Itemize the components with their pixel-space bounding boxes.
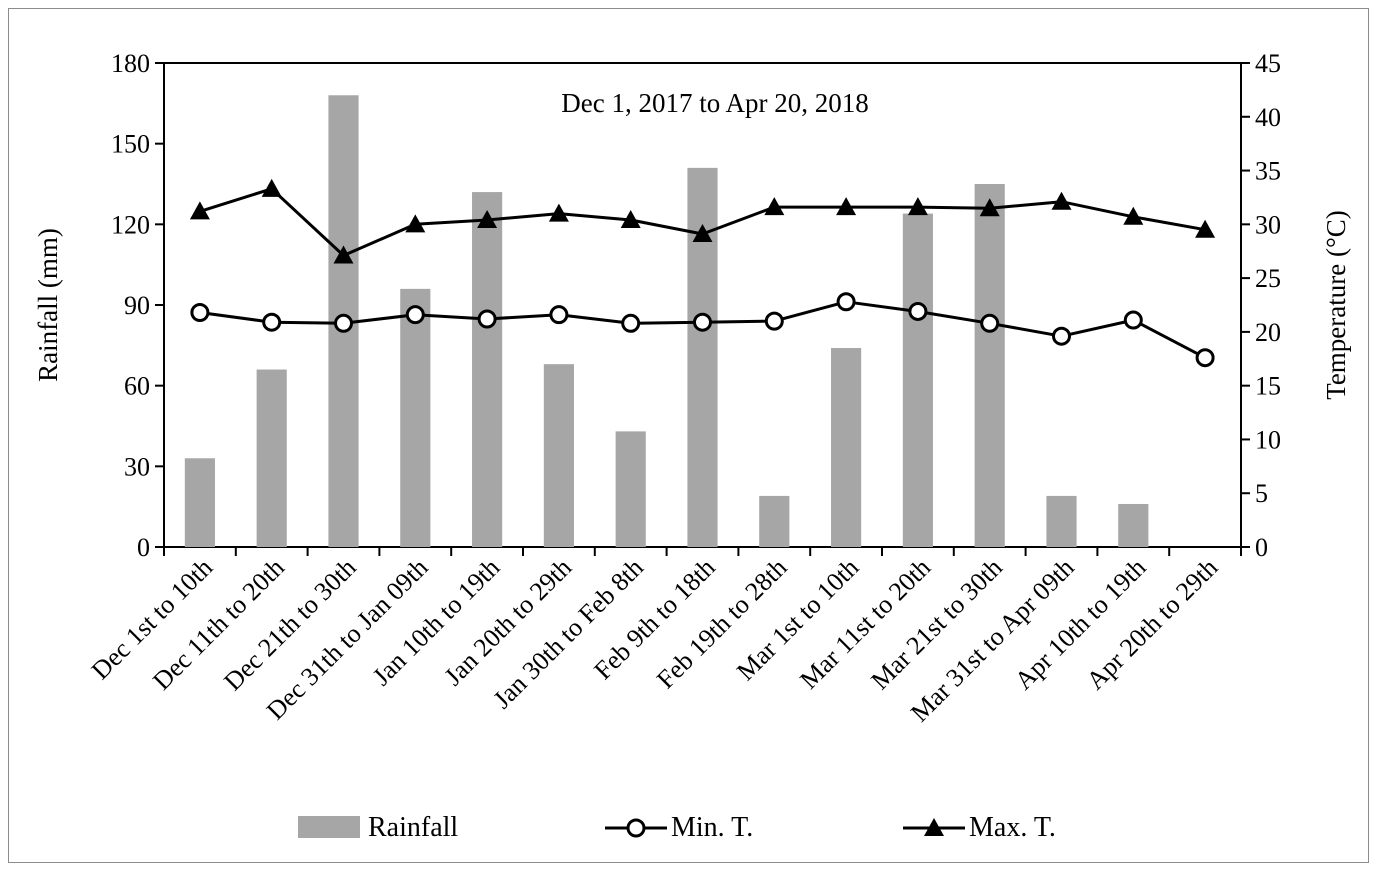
y2-tick-label: 35 xyxy=(1255,157,1281,186)
y2-tick-label: 40 xyxy=(1255,103,1281,132)
max-temp-point xyxy=(764,197,785,216)
rainfall-bar xyxy=(256,369,287,547)
max-temp-point xyxy=(907,197,928,216)
rainfall-bar xyxy=(974,184,1005,547)
y2-tick-label: 15 xyxy=(1255,372,1281,401)
rainfall-bar xyxy=(831,348,862,547)
y2-tick-label: 20 xyxy=(1255,318,1281,347)
max-temp-point xyxy=(620,210,641,229)
max-temp-point xyxy=(979,198,1000,217)
rainfall-bar xyxy=(615,431,646,547)
rainfall-bars xyxy=(184,95,1149,548)
y-axis-title: Rainfall (mm) xyxy=(33,228,63,382)
temperature-lines xyxy=(189,178,1216,368)
y2-axis-title: Temperature (°C) xyxy=(1321,210,1351,400)
y2-tick-label: 10 xyxy=(1255,425,1281,454)
rainfall-bar xyxy=(472,192,503,548)
max-temp-point xyxy=(405,214,426,233)
min-temp-point xyxy=(693,312,712,332)
min-temp-point xyxy=(190,303,210,323)
min-temp-point xyxy=(1123,310,1143,330)
min-temp-point xyxy=(1195,348,1215,368)
x-tick-label: Jan 20th to 29th xyxy=(439,553,577,691)
max-temp-point xyxy=(548,203,569,222)
rainfall-bar xyxy=(543,364,574,547)
legend-max-label: Max. T. xyxy=(969,812,1056,843)
legend-max-marker xyxy=(924,818,944,836)
max-temp-point xyxy=(692,224,713,243)
max-temp-point xyxy=(836,197,857,216)
min-temp-point xyxy=(1052,326,1071,346)
min-temp-point xyxy=(405,305,425,325)
y-tick-label: 150 xyxy=(111,130,150,159)
max-temp-point xyxy=(333,245,354,264)
y2-tick-label: 25 xyxy=(1255,264,1281,293)
x-tick-label: Apr 20th to 29th xyxy=(1081,553,1224,696)
max-temp-point xyxy=(1195,219,1216,238)
y-tick-label: 120 xyxy=(111,210,150,239)
min-temp-point xyxy=(334,313,353,333)
max-temp-point xyxy=(1123,206,1144,225)
x-tick-label: Apr 10th to 19th xyxy=(1009,553,1152,696)
max-temp-point xyxy=(1051,191,1072,210)
y-tick-label: 90 xyxy=(124,291,150,320)
legend-min-marker xyxy=(626,818,646,838)
rainfall-bar xyxy=(1046,495,1077,547)
rainfall-bar xyxy=(184,458,215,547)
max-temp-point xyxy=(189,201,210,220)
min-temp-point xyxy=(621,313,641,333)
x-tick-label: Mar 21st to 30th xyxy=(865,553,1008,696)
min-temp-point xyxy=(908,301,928,321)
max-temp-point xyxy=(477,210,498,229)
min-temp-point xyxy=(980,313,1000,333)
y2-tick-label: 5 xyxy=(1255,479,1268,508)
x-tick-label: Mar 11st to 20th xyxy=(794,553,936,695)
legend-rainfall-swatch xyxy=(298,816,360,838)
x-tick-label: Dec 1st to 10th xyxy=(86,553,218,685)
rainfall-bar xyxy=(400,288,431,547)
min-temp-point xyxy=(477,309,497,329)
chart-subtitle: Dec 1, 2017 to Apr 20, 2018 xyxy=(561,88,868,118)
rainfall-bar xyxy=(902,213,933,548)
legend-min-label: Min. T. xyxy=(671,812,753,843)
rainfall-bar xyxy=(1118,503,1149,547)
x-tick-label: Feb 19th to 28th xyxy=(651,553,793,695)
y2-tick-label: 0 xyxy=(1255,533,1268,562)
y-tick-label: 0 xyxy=(137,533,150,562)
legend-rainfall-label: Rainfall xyxy=(368,812,458,843)
min-temp-point xyxy=(262,312,282,332)
x-tick-label: Jan 10th to 19th xyxy=(367,553,505,691)
y-tick-label: 180 xyxy=(111,49,150,78)
legend: Rainfall Min. T. Max. T. xyxy=(298,812,1056,843)
rainfall-bar xyxy=(759,495,790,547)
min-temp-point xyxy=(836,292,856,312)
min-temp-point xyxy=(764,311,784,331)
y2-tick-label: 30 xyxy=(1255,210,1281,239)
min-temp-point xyxy=(549,305,569,325)
y-tick-label: 60 xyxy=(124,372,150,401)
y-tick-label: 30 xyxy=(124,452,150,481)
max-temp-point xyxy=(261,178,282,197)
y2-tick-label: 45 xyxy=(1255,49,1281,78)
